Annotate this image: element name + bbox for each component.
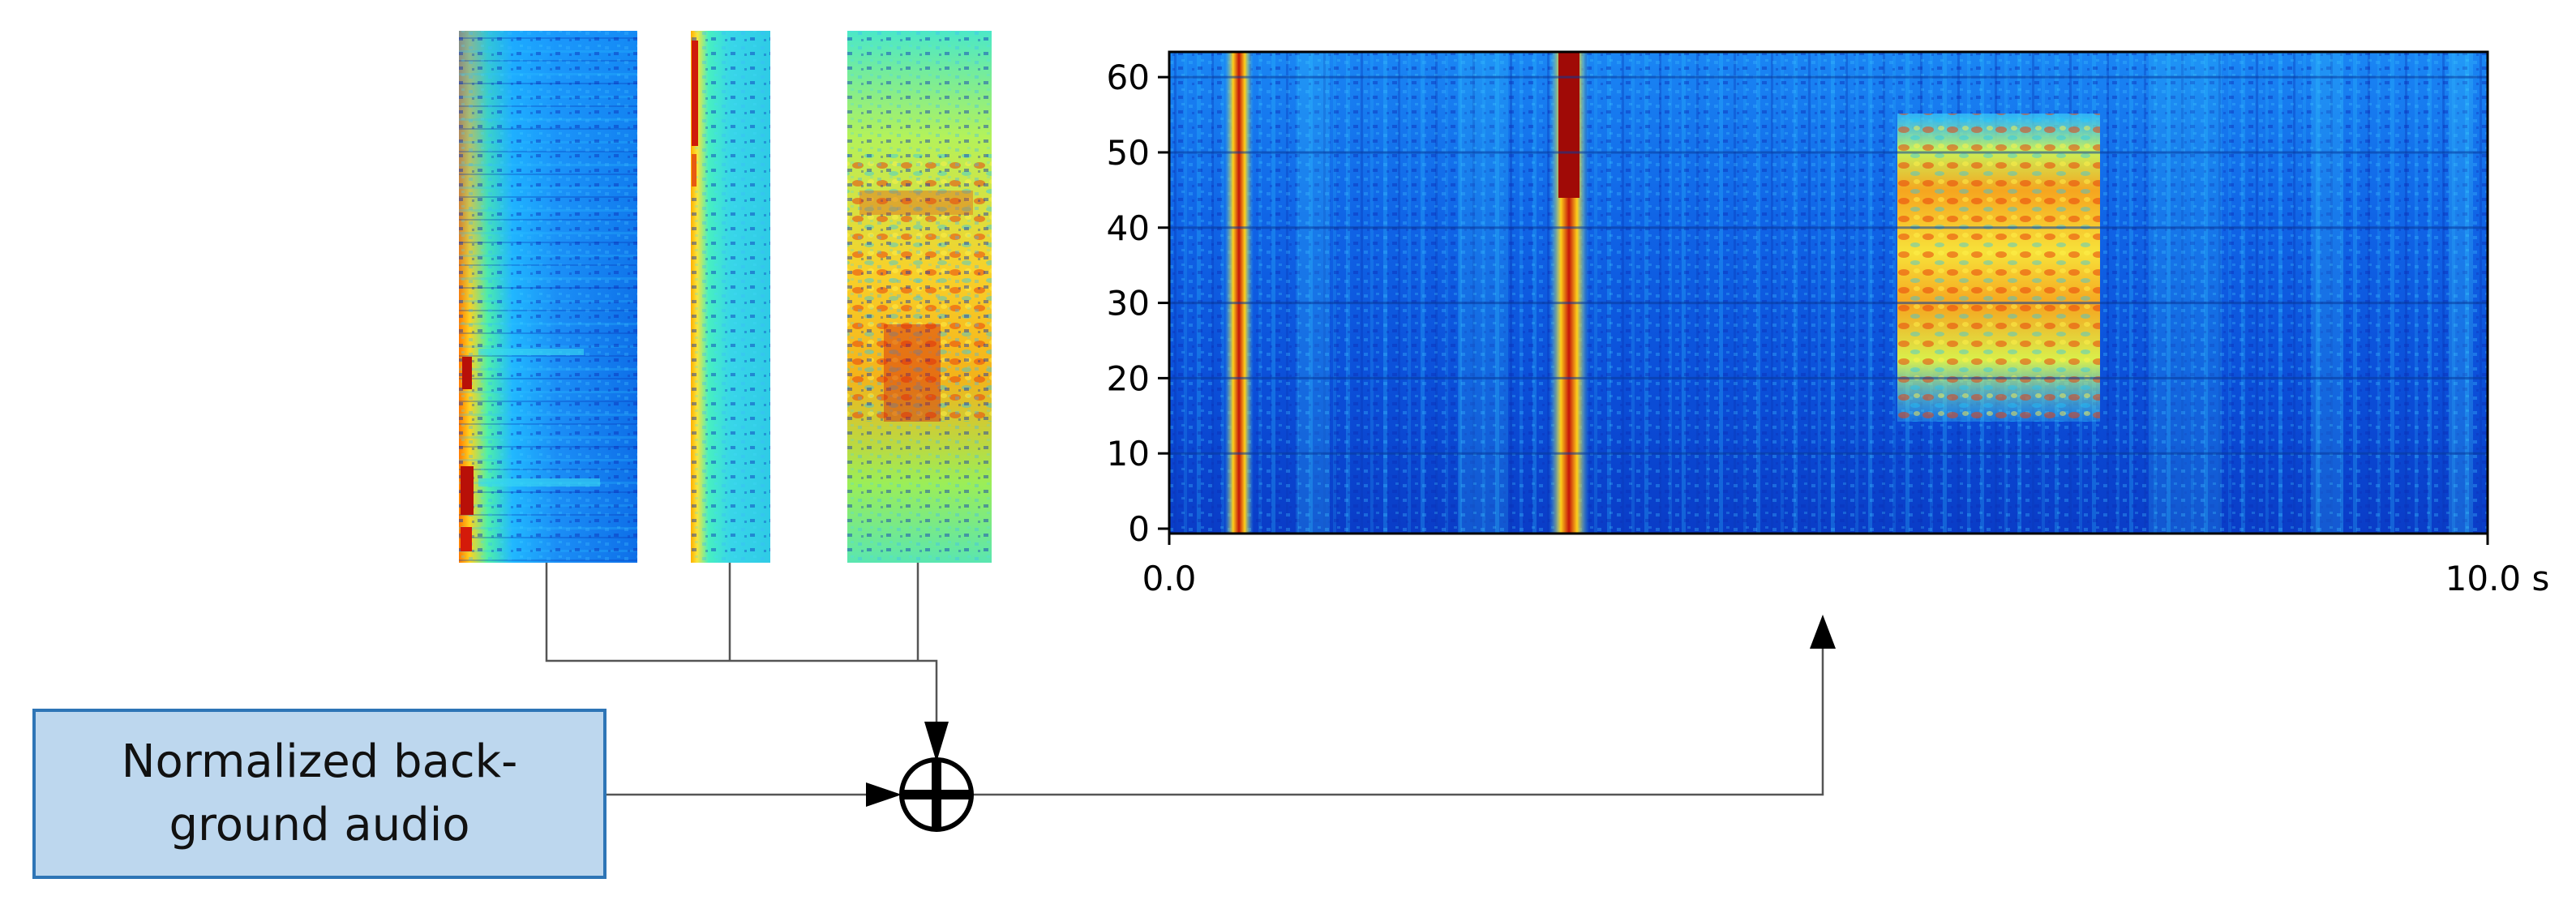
arrow-head-icon bbox=[1810, 615, 1836, 649]
arrow-head-icon bbox=[924, 722, 949, 762]
connector-lines bbox=[545, 563, 1824, 796]
small-spectrogram-1 bbox=[459, 31, 637, 563]
y-tick-label: 20 bbox=[1107, 358, 1150, 398]
y-tick-label: 40 bbox=[1107, 208, 1150, 248]
line-from-spectrogram-1 bbox=[545, 563, 938, 730]
background-box-line-1: Normalized back- bbox=[121, 735, 518, 788]
small-spectrogram-3 bbox=[847, 31, 992, 563]
line-to-main-spectrogram bbox=[973, 645, 1824, 796]
grid-lines bbox=[1169, 75, 2488, 455]
sum-junction-icon bbox=[899, 757, 974, 832]
y-axis: 0 10 20 30 40 50 60 bbox=[1107, 58, 1169, 549]
background-box-line-2: ground audio bbox=[169, 799, 470, 851]
arrow-head-icon bbox=[866, 782, 902, 807]
y-tick-label: 30 bbox=[1107, 284, 1150, 324]
main-spectrogram bbox=[1168, 50, 2489, 535]
small-spectrogram-2 bbox=[691, 31, 770, 563]
x-end-label: 10.0 s bbox=[2445, 559, 2550, 598]
y-tick-label: 60 bbox=[1107, 58, 1150, 97]
y-tick-label: 0 bbox=[1128, 509, 1150, 549]
background-audio-box: Normalized back- ground audio bbox=[32, 709, 606, 879]
x-start-label: 0.0 bbox=[1142, 559, 1197, 598]
x-axis: 0.0 10.0 s bbox=[1142, 534, 2550, 598]
y-tick-label: 10 bbox=[1107, 434, 1150, 474]
y-tick-label: 50 bbox=[1107, 133, 1150, 173]
